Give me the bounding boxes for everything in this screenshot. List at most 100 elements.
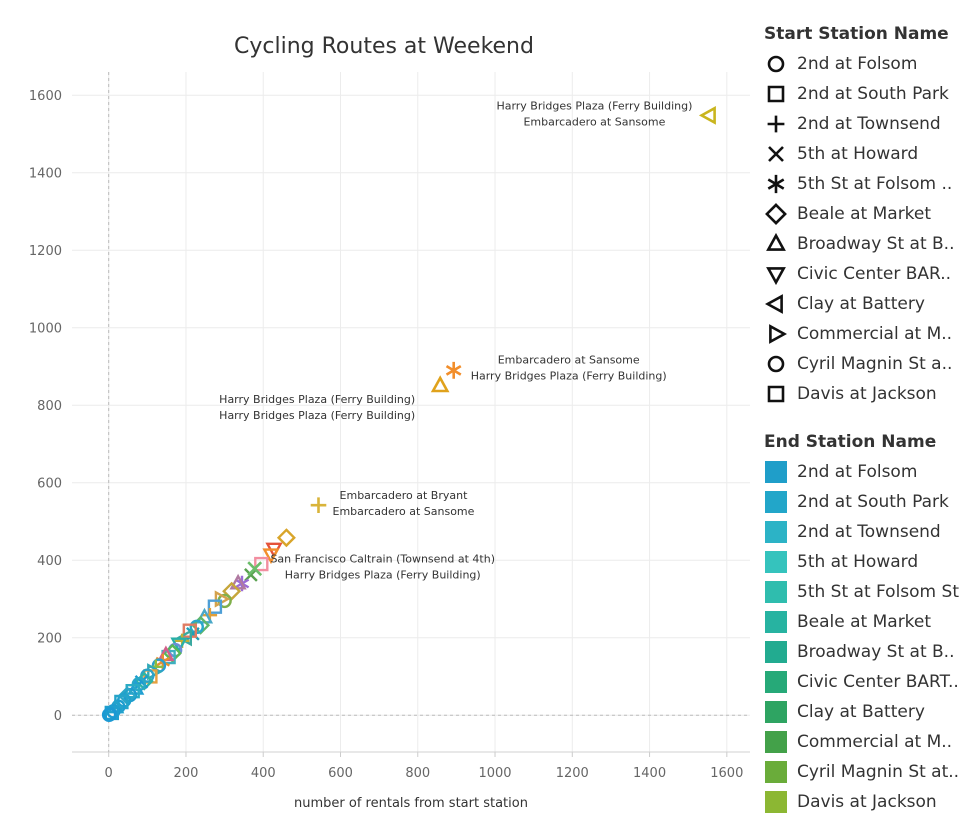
x-tick-label: 400 (251, 766, 276, 781)
color-swatch (765, 551, 787, 573)
x-axis-title: number of rentals from start station (294, 796, 528, 811)
color-swatch-icon (764, 760, 788, 784)
start-legend-item[interactable]: 2nd at Folsom (764, 49, 974, 79)
point-label-end: Harry Bridges Plaza (Ferry Building) (471, 369, 667, 382)
start-station-legend: Start Station Name 2nd at Folsom 2nd at S… (764, 22, 974, 414)
point-label-start: Harry Bridges Plaza (Ferry Building) (219, 393, 415, 406)
end-legend-label: Civic Center BART.. (797, 672, 959, 692)
color-swatch (765, 791, 787, 813)
start-legend-item[interactable]: 5th St at Folsom .. (764, 169, 974, 199)
data-point-highlight (310, 497, 327, 513)
start-legend-label: 5th at Howard (797, 144, 919, 164)
start-legend-label: Davis at Jackson (797, 384, 937, 404)
end-legend-item[interactable]: Civic Center BART.. (764, 667, 974, 697)
start-legend-item[interactable]: Beale at Market (764, 199, 974, 229)
triangle-right-symbol (769, 324, 787, 344)
end-legend-item[interactable]: 2nd at Folsom (764, 457, 974, 487)
end-legend-label: 2nd at Townsend (797, 522, 941, 542)
start-legend-label: Civic Center BAR.. (797, 264, 952, 284)
end-legend-label: Cyril Magnin St at.. (797, 762, 960, 782)
start-legend-item[interactable]: Clay at Battery (764, 289, 974, 319)
end-legend-title: End Station Name (764, 432, 937, 452)
triangle-up-icon (764, 232, 788, 256)
y-tick-label: 0 (54, 709, 62, 724)
cross-icon (764, 142, 788, 166)
circle-symbol (767, 355, 785, 373)
start-legend-items: 2nd at Folsom 2nd at South Park 2nd at Tow… (764, 49, 974, 409)
square-icon (764, 382, 788, 406)
triangle-left-icon (764, 292, 788, 316)
end-legend-item[interactable]: Clay at Battery (764, 697, 974, 727)
point-label-end: Embarcadero at Sansome (333, 505, 475, 518)
triangle-down-symbol (766, 267, 786, 285)
point-label-start: San Francisco Caltrain (Townsend at 4th) (270, 553, 495, 566)
start-legend-label: Beale at Market (797, 204, 932, 224)
data-point-highlight (247, 561, 263, 577)
scatter-chart: 0 200 400 600 800 1000 1200 1400 1600 0 200 400 600 8… (29, 34, 750, 811)
y-tick-label: 200 (37, 632, 62, 647)
data-point (222, 581, 242, 601)
end-legend-item[interactable]: Davis at Jackson (764, 787, 974, 817)
start-legend-label: Commercial at M.. (797, 324, 953, 344)
end-legend-item[interactable]: Broadway St at B.. (764, 637, 974, 667)
start-legend-item[interactable]: 2nd at Townsend (764, 109, 974, 139)
end-legend-item[interactable]: Cyril Magnin St at.. (764, 757, 974, 787)
end-legend-item[interactable]: 2nd at Townsend (764, 517, 974, 547)
point-label-start: Embarcadero at Bryant (340, 489, 469, 502)
end-legend-label: Broadway St at B.. (797, 642, 955, 662)
color-swatch-icon (764, 700, 788, 724)
data-point (125, 684, 140, 699)
asterisk-icon (764, 172, 788, 196)
color-swatch-icon (764, 490, 788, 514)
start-legend-item[interactable]: Civic Center BAR.. (764, 259, 974, 289)
y-tick-label: 600 (37, 477, 62, 492)
start-legend-item[interactable]: Davis at Jackson (764, 379, 974, 409)
end-legend-item[interactable]: 5th St at Folsom St (764, 577, 974, 607)
color-swatch-icon (764, 580, 788, 604)
point-labels: Harry Bridges Plaza (Ferry Building) Emba… (219, 99, 692, 581)
axes: 0 200 400 600 800 1000 1200 1400 1600 0 200 400 600 8… (29, 72, 750, 781)
end-legend-label: 5th at Howard (797, 552, 919, 572)
start-legend-item[interactable]: 5th at Howard (764, 139, 974, 169)
cross-symbol (768, 146, 784, 162)
start-legend-item[interactable]: 2nd at South Park (764, 79, 974, 109)
color-swatch-icon (764, 790, 788, 814)
data-point (262, 548, 280, 565)
color-swatch (765, 521, 787, 543)
circle-symbol (767, 55, 785, 73)
color-swatch-icon (764, 730, 788, 754)
color-swatch-icon (764, 460, 788, 484)
start-legend-item[interactable]: Broadway St at B.. (764, 229, 974, 259)
data-point (276, 528, 296, 548)
diamond-icon (764, 202, 788, 226)
y-tick-label: 800 (37, 399, 62, 414)
data-point-highlight (430, 375, 450, 393)
triangle-up-symbol (766, 233, 786, 251)
start-legend-title: Start Station Name (764, 24, 949, 44)
end-legend-label: Davis at Jackson (797, 792, 937, 812)
plus-symbol (767, 115, 785, 133)
color-swatch (765, 581, 787, 603)
start-legend-item[interactable]: Commercial at M.. (764, 319, 974, 349)
color-swatch (765, 491, 787, 513)
color-swatch (765, 611, 787, 633)
y-tick-label: 1600 (29, 89, 62, 104)
data-point (114, 694, 129, 710)
start-legend-item[interactable]: Cyril Magnin St a.. (764, 349, 974, 379)
end-legend-item[interactable]: 2nd at South Park (764, 487, 974, 517)
end-legend-label: Clay at Battery (797, 702, 925, 722)
data-point (244, 568, 258, 582)
start-legend-label: Broadway St at B.. (797, 234, 955, 254)
start-legend-label: Clay at Battery (797, 294, 925, 314)
y-tick-label: 400 (37, 554, 62, 569)
end-legend-item[interactable]: 5th at Howard (764, 547, 974, 577)
end-legend-item[interactable]: Commercial at M.. (764, 727, 974, 757)
end-legend-item[interactable]: Beale at Market (764, 607, 974, 637)
point-label-start: Harry Bridges Plaza (Ferry Building) (496, 99, 692, 112)
end-legend-label: Beale at Market (797, 612, 932, 632)
color-swatch (765, 671, 787, 693)
square-icon (764, 82, 788, 106)
data-point (104, 705, 119, 721)
color-swatch (765, 641, 787, 663)
data-point (182, 623, 197, 638)
